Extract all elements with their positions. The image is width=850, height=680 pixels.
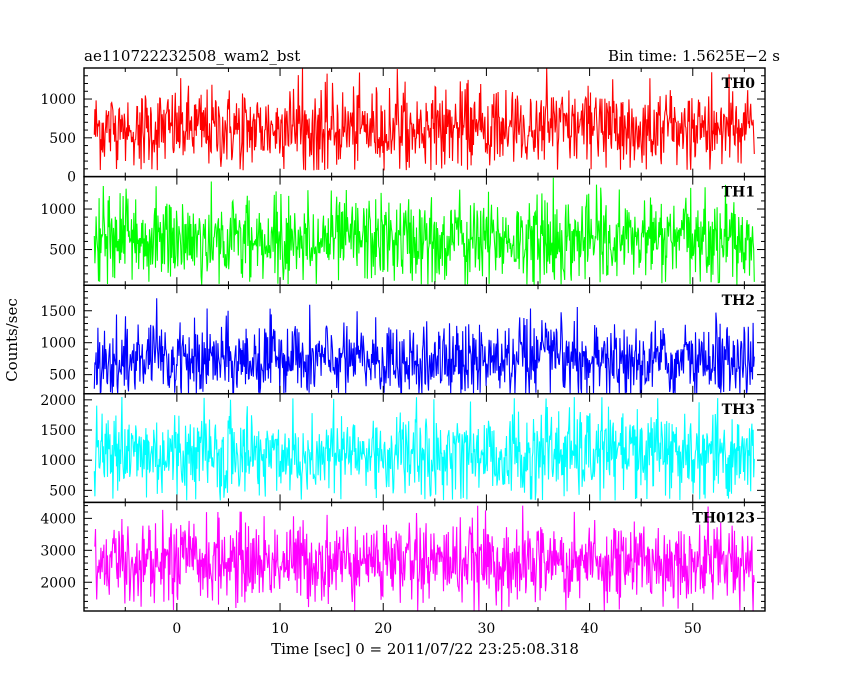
x-tick-label: 0 xyxy=(172,621,181,637)
y-tick-label: 0 xyxy=(67,170,76,186)
panel-th0: 0 500 1000 TH0 xyxy=(40,67,766,186)
x-tick-label: 30 xyxy=(477,621,495,637)
panel-th2: 500 1000 1500 TH2 xyxy=(40,284,766,395)
series-line-th2 xyxy=(93,298,755,394)
y-tick-label: 2000 xyxy=(40,393,76,409)
panel-label: TH3 xyxy=(722,402,755,418)
y-tick-label: 1000 xyxy=(40,453,76,469)
series-line-th0 xyxy=(93,68,755,171)
panel-label: TH1 xyxy=(722,185,755,201)
y-tick-label: 500 xyxy=(49,131,76,147)
y-tick-label: 1000 xyxy=(40,202,76,218)
y-tick-label: 3000 xyxy=(40,543,76,559)
y-tick-label: 4000 xyxy=(40,511,76,527)
y-tick-label: 1500 xyxy=(40,304,76,320)
panel-label: TH0123 xyxy=(692,510,755,526)
y-axis-label: Counts/sec xyxy=(3,298,21,382)
x-axis-label: Time [sec] 0 = 2011/07/22 23:25:08.318 xyxy=(271,640,579,658)
panel-th3: 500 1000 1500 2000 TH3 xyxy=(40,393,766,504)
x-tick-labels: 0 10 20 30 40 50 xyxy=(172,621,701,637)
chart-title-right: Bin time: 1.5625E−2 s xyxy=(608,47,780,65)
x-tick-label: 10 xyxy=(271,621,289,637)
y-tick-label: 2000 xyxy=(40,575,76,591)
y-tick-label: 500 xyxy=(49,368,76,384)
panel-th1: 500 1000 TH1 xyxy=(40,175,766,286)
panel-label: TH0 xyxy=(722,76,756,92)
panel-label: TH2 xyxy=(722,293,755,309)
series-line-th1 xyxy=(93,177,755,286)
x-tick-label: 20 xyxy=(374,621,392,637)
x-tick-label: 50 xyxy=(684,621,702,637)
series-line-th0123 xyxy=(94,505,755,611)
y-tick-label: 500 xyxy=(49,483,76,499)
x-tick-label: 40 xyxy=(581,621,599,637)
y-tick-label: 1000 xyxy=(40,92,76,108)
y-tick-label: 500 xyxy=(49,243,76,259)
series-line-th3 xyxy=(93,396,755,501)
y-tick-label: 1500 xyxy=(40,423,76,439)
panels: 0 500 1000 TH0 500 1000 TH1 500 1000 1500 TH2 500 10… xyxy=(40,67,766,612)
y-tick-label: 1000 xyxy=(40,336,76,352)
panel-th0123: 2000 3000 4000 TH0123 xyxy=(40,501,766,612)
chart-title-left: ae110722232508_wam2_bst xyxy=(84,47,300,65)
